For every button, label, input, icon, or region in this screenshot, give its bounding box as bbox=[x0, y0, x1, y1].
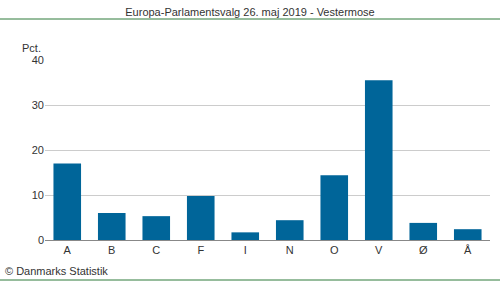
svg-text:I: I bbox=[244, 244, 247, 256]
svg-text:40: 40 bbox=[32, 54, 44, 66]
svg-text:Pct.: Pct. bbox=[22, 42, 41, 54]
svg-text:20: 20 bbox=[32, 144, 44, 156]
svg-text:V: V bbox=[375, 244, 383, 256]
svg-text:Ø: Ø bbox=[419, 244, 428, 256]
svg-text:Å: Å bbox=[464, 244, 472, 256]
svg-text:10: 10 bbox=[32, 189, 44, 201]
svg-text:0: 0 bbox=[38, 234, 44, 246]
svg-text:B: B bbox=[108, 244, 115, 256]
svg-text:C: C bbox=[152, 244, 160, 256]
svg-text:A: A bbox=[64, 244, 72, 256]
svg-text:© Danmarks Statistik: © Danmarks Statistik bbox=[5, 265, 108, 277]
svg-text:O: O bbox=[330, 244, 339, 256]
svg-text:F: F bbox=[197, 244, 204, 256]
svg-text:30: 30 bbox=[32, 99, 44, 111]
svg-text:N: N bbox=[286, 244, 294, 256]
svg-text:Europa-Parlamentsvalg 26. maj: Europa-Parlamentsvalg 26. maj 2019 - Ves… bbox=[125, 6, 374, 18]
